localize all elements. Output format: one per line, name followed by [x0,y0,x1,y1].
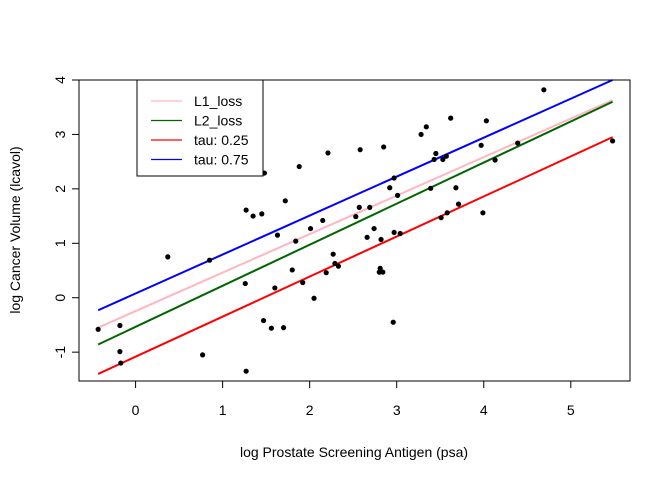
data-point [440,156,446,163]
data-point [448,115,454,121]
data-point [259,211,265,217]
fit-lines [97,79,614,375]
data-point [353,214,359,220]
y-tick-label: 0 [52,294,68,302]
data-point [293,238,299,244]
data-point [390,319,396,325]
data-point [515,140,521,146]
x-axis-label: log Prostate Screening Antigen (psa) [240,444,468,460]
data-point [433,150,439,157]
data-point [332,260,338,267]
y-tick-label: 4 [52,76,68,84]
data-point [483,118,489,124]
data-point [381,144,387,150]
data-point [320,217,326,224]
data-point [423,124,429,130]
data-point [480,210,486,216]
data-point [394,192,401,198]
data-point [609,138,616,144]
data-point [455,201,462,207]
data-point [541,87,547,93]
data-point [274,232,281,238]
data-point [378,236,384,243]
data-point [391,175,397,181]
data-point [330,251,336,257]
data-point [397,230,403,237]
data-point [117,322,123,329]
data-point [282,198,288,204]
data-point [243,368,249,374]
series-line-1 [97,100,614,346]
data-point [428,185,434,191]
x-tick-label: 2 [306,402,314,418]
data-points [95,87,616,374]
data-point [165,254,171,260]
x-tick-label: 1 [219,402,227,418]
data-point [377,265,383,271]
legend-label: L1_loss [194,93,242,109]
data-point [443,153,449,159]
data-point [478,142,484,148]
series-line-0 [97,99,613,329]
y-tick-label: 1 [52,239,68,247]
data-point [289,267,295,273]
data-point [296,163,302,170]
y-tick-label: 3 [52,130,68,138]
series-line-2 [97,136,614,375]
data-point [418,131,424,138]
legend-label: L2_loss [194,113,242,129]
data-point [200,352,206,358]
data-point [307,225,314,232]
data-point [268,325,274,331]
data-point [357,147,363,153]
data-point [364,234,370,240]
data-point [325,150,331,156]
data-point [118,360,124,366]
data-point [206,257,213,263]
data-point [260,317,267,324]
data-point [300,279,306,286]
data-point [391,229,397,236]
legend-label: tau: 0.75 [194,152,249,168]
data-point [95,326,101,332]
data-point [280,325,287,331]
series-line-3 [97,79,613,312]
x-tick-label: 4 [480,402,488,418]
data-point [431,156,437,163]
y-axis: -1 0 1 2 3 4 [52,76,80,359]
y-tick-label: 2 [52,185,68,193]
data-point [438,215,444,221]
legend: L1_loss L2_loss tau: 0.25 tau: 0.75 [136,79,264,177]
data-point [243,207,249,213]
data-point [387,185,393,191]
data-point [367,204,373,210]
x-tick-label: 5 [567,402,575,418]
data-point [444,210,450,216]
data-point [380,269,386,275]
data-point [371,225,377,232]
x-tick-label: 0 [132,402,140,418]
legend-label: tau: 0.25 [194,132,249,148]
data-point [323,270,329,276]
data-point [356,204,362,210]
data-point [453,185,459,191]
y-tick-label: -1 [52,346,68,359]
data-point [272,285,278,291]
x-axis: 0 1 2 3 4 5 [132,380,575,418]
y-axis-label: log Cancer Volume (lcavol) [7,146,23,313]
data-point [250,213,256,219]
data-point [117,349,123,355]
data-point [335,263,341,269]
data-point [492,157,498,163]
x-tick-label: 3 [393,402,401,418]
data-point [311,295,317,301]
data-point [242,280,248,287]
